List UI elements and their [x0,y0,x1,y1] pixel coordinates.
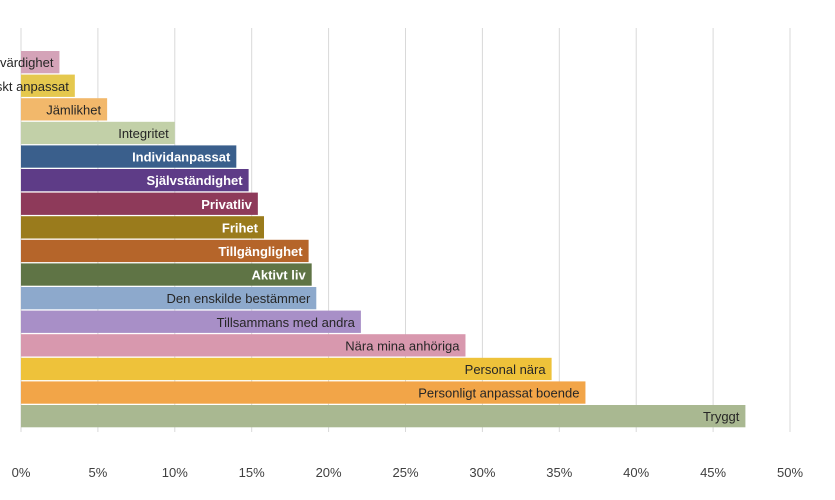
bar-label: Personligt anpassat boende [418,386,579,401]
bar-label: Likvärdighet [0,55,54,70]
x-tick-label: 40% [623,465,649,480]
x-tick-label: 20% [316,465,342,480]
bar [21,287,317,310]
bar-label: Personal nära [465,362,547,377]
bars: Likvärdighet Tekniskt anpassat Jämlikhet In… [0,51,746,428]
bar-label: Privatliv [201,197,252,212]
x-axis-tick-labels: 0% 5% 10% 15% 20% 25% 30% 35% 40% 45% 50% [12,465,804,480]
bar [21,98,108,121]
x-tick-label: 50% [777,465,803,480]
x-tick-label: 0% [12,465,31,480]
bar [21,334,466,357]
bar-label: Självständighet [147,173,244,188]
x-tick-label: 5% [89,465,108,480]
bar-label: Tillsammans med andra [217,315,356,330]
bar-label: Tekniskt anpassat [0,79,69,94]
gridlines [20,28,791,432]
bar-label: Individanpassat [132,150,231,165]
x-tick-label: 25% [392,465,418,480]
bar [21,74,75,97]
bar [21,357,552,381]
bar-label: Tryggt [703,409,740,424]
bar [21,310,361,333]
bar [21,263,312,286]
bar-label: Frihet [222,220,259,235]
bar [21,405,746,428]
bar [21,169,249,192]
x-tick-label: 35% [546,465,572,480]
x-tick-label: 30% [469,465,495,480]
bar-label: Aktivt liv [251,268,306,283]
bar [21,145,237,168]
bar-label: Den enskilde bestämmer [166,291,310,306]
x-tick-label: 10% [162,465,188,480]
bar-label: Jämlikhet [46,102,101,117]
bar [21,381,586,404]
bar-label: Integritet [118,126,169,141]
bar-label: Tillgänglighet [218,244,303,259]
bar [21,239,309,263]
bar [21,51,60,74]
bar [21,121,175,145]
x-tick-label: 15% [239,465,265,480]
bar-label: Nära mina anhöriga [345,338,460,353]
bar [21,192,258,215]
bar [21,216,265,239]
x-tick-label: 45% [700,465,726,480]
